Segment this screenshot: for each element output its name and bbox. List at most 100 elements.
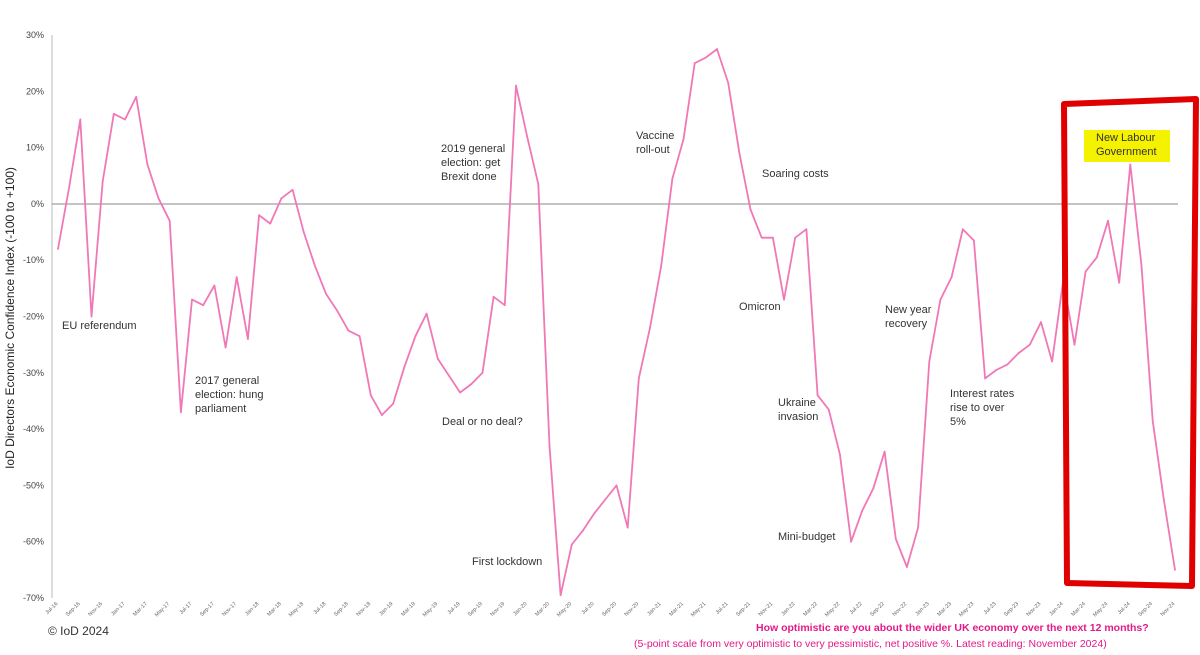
x-tick-label: Sep-19	[467, 601, 484, 618]
labour-government-highlight-box	[1061, 96, 1199, 589]
data-point	[57, 248, 59, 250]
event-annotation: New Labour Government	[1096, 132, 1157, 158]
event-annotation: New year recovery	[885, 304, 932, 330]
data-point	[615, 484, 618, 487]
y-tick-labels: 30% 20% 10% 0% -10% -20% -30% -40% -50% -60% -70%	[23, 30, 44, 603]
data-point	[738, 152, 741, 155]
data-point	[481, 371, 484, 374]
data-point	[850, 540, 852, 543]
x-tick-label: Sep-24	[1137, 601, 1154, 618]
x-tick-label: Jul-19	[447, 601, 462, 616]
annotation-line: 2019 general	[441, 143, 505, 155]
data-point	[425, 312, 428, 315]
data-point	[760, 236, 763, 239]
data-point	[1151, 419, 1154, 422]
y-tick-label: -40%	[23, 424, 44, 434]
annotation-line: Brexit done	[441, 171, 497, 183]
data-point	[314, 264, 316, 267]
data-point	[1107, 219, 1109, 222]
annotation-line: recovery	[885, 318, 928, 330]
data-point	[258, 214, 260, 217]
annotation-highlight	[1084, 130, 1170, 162]
copyright: © IoD 2024	[48, 624, 109, 638]
data-point	[1017, 352, 1020, 354]
data-point	[682, 138, 685, 141]
data-point	[358, 335, 361, 338]
annotation-line: EU referendum	[62, 320, 137, 332]
event-annotations: EU referendum 2017 general election: hung p…	[62, 130, 1170, 568]
x-tick-label: Mar-24	[1070, 601, 1087, 618]
data-point	[771, 236, 774, 239]
data-point	[1118, 281, 1121, 284]
annotation-line: election: hung	[195, 389, 264, 401]
data-point	[101, 180, 104, 183]
x-tick-label: Jul-22	[849, 601, 864, 616]
annotation-line: 5%	[950, 416, 966, 428]
x-tick-label: Jul-18	[313, 601, 328, 616]
x-tick-label: Jan-19	[378, 601, 394, 617]
annotation-line: invasion	[778, 411, 818, 423]
x-tick-label: Jan-21	[646, 601, 662, 617]
data-point	[1028, 343, 1031, 346]
data-point	[593, 512, 596, 515]
data-point	[246, 338, 249, 340]
data-point	[671, 177, 674, 180]
x-tick-label: Jan-24	[1049, 601, 1065, 617]
data-point	[157, 197, 160, 200]
data-point	[124, 118, 126, 121]
data-point	[381, 414, 383, 416]
event-annotation: Deal or no deal?	[442, 416, 523, 428]
annotation-line: Soaring costs	[762, 168, 829, 180]
annotation-line: Interest rates	[950, 388, 1015, 400]
x-tick-label: Mar-18	[266, 601, 283, 618]
x-tick-label: May-21	[690, 601, 707, 618]
data-point	[649, 326, 651, 329]
data-point	[727, 81, 730, 84]
data-point	[90, 315, 93, 318]
data-point	[894, 537, 897, 540]
data-point	[503, 304, 506, 307]
data-point	[280, 197, 283, 200]
event-annotation: EU referendum	[62, 320, 137, 332]
x-tick-label: May-18	[288, 601, 305, 618]
x-tick-label: Mar-19	[400, 601, 417, 618]
data-point	[146, 163, 149, 166]
data-point	[1129, 163, 1132, 166]
x-tick-labels: Jul-16 Sep-16 Nov-16 Jan-17 Mar-17 May-17 Jul-…	[45, 601, 1177, 618]
x-tick-label: Jul-20	[581, 601, 596, 616]
x-tick-label: Nov-18	[355, 601, 372, 618]
data-point	[302, 231, 305, 233]
data-point	[202, 304, 205, 307]
annotation-line: rise to over	[950, 402, 1005, 414]
data-point	[191, 298, 193, 301]
data-point	[783, 298, 785, 301]
data-point	[179, 411, 182, 414]
data-point	[906, 566, 908, 568]
data-point	[861, 509, 864, 512]
data-point	[570, 543, 573, 546]
x-tick-label: Mar-22	[802, 601, 819, 618]
data-point	[492, 295, 495, 298]
data-point	[917, 526, 919, 529]
data-point	[1040, 321, 1042, 324]
data-point	[168, 219, 171, 222]
event-annotation: Ukraine invasion	[778, 397, 818, 423]
data-point	[839, 453, 841, 456]
annotation-line: New Labour	[1096, 132, 1156, 144]
data-point	[459, 391, 462, 394]
annotation-line: Mini-budget	[778, 531, 835, 543]
data-point	[626, 526, 629, 529]
x-tick-label: Nov-20	[623, 601, 640, 618]
data-point	[369, 394, 372, 397]
data-point	[1051, 360, 1054, 363]
annotation-line: Vaccine	[636, 130, 674, 142]
event-annotation: Interest rates rise to over 5%	[950, 388, 1015, 428]
annotation-line: roll-out	[636, 144, 670, 156]
data-point	[939, 298, 942, 301]
data-point	[112, 112, 115, 115]
data-point	[269, 222, 272, 225]
data-point	[1006, 363, 1009, 366]
y-tick-label: -30%	[23, 368, 44, 378]
data-point	[794, 236, 797, 239]
